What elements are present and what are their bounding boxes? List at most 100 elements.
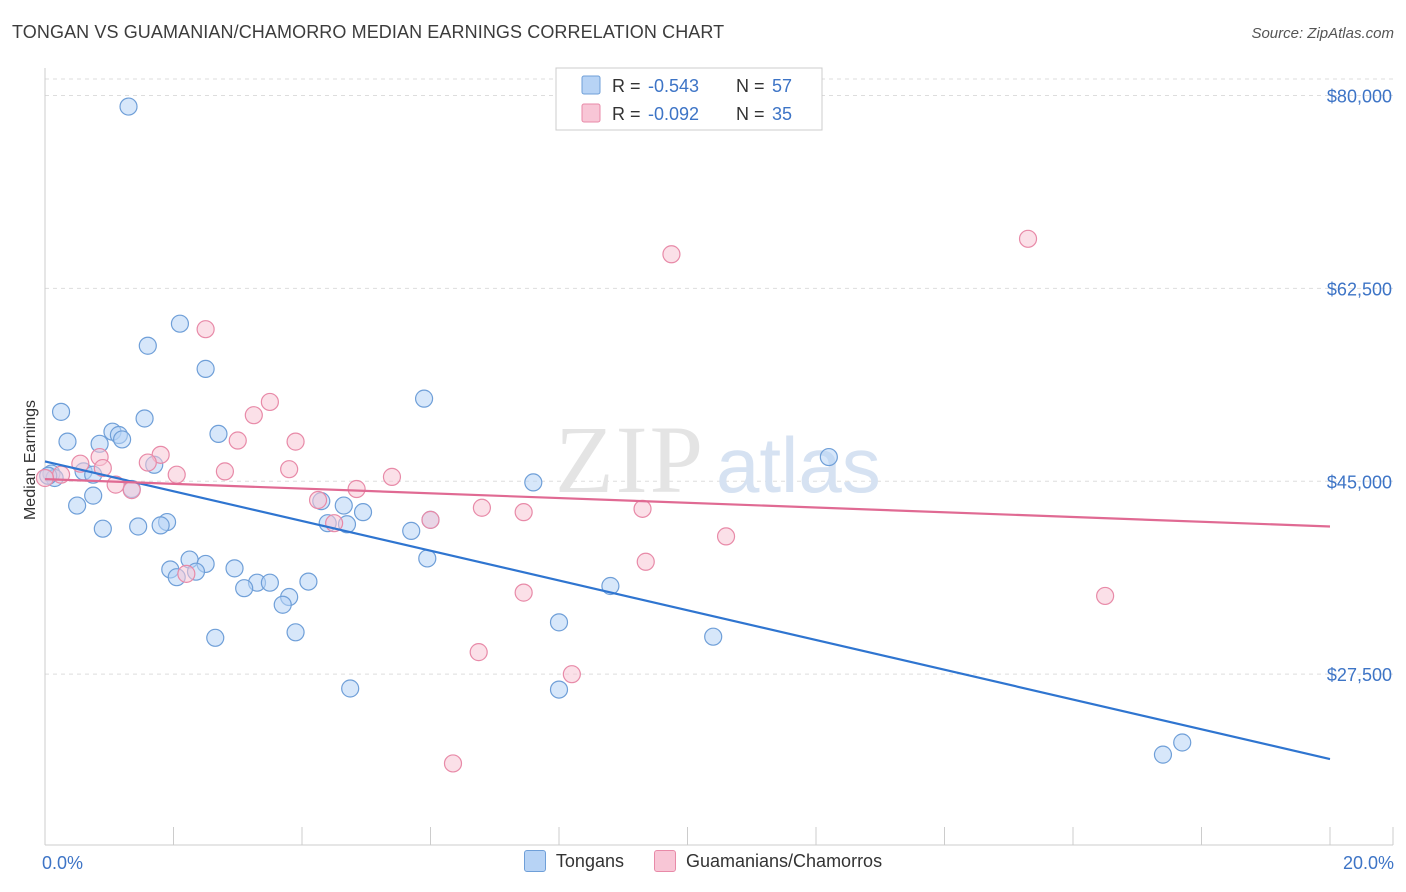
stats-r-value-tongans: -0.543 [648,76,699,96]
tongan-point [51,402,71,421]
guamanian-point [215,462,234,481]
guamanian-point [167,465,186,484]
tongan-point [819,447,838,467]
tongan-point [170,314,190,333]
guamanian-point [514,503,533,522]
legend-label-guamanians: Guamanians/Chamorros [685,850,883,871]
legend-label-tongans: Tongans [555,850,624,871]
y-axis-label: Median Earnings [22,400,39,520]
x-tick-label-max: 20.0% [1343,853,1394,873]
tongan-point [93,519,112,538]
y-tick-label: $27,500 [1327,665,1392,685]
trend-layer [44,460,1331,761]
tongan-point [129,517,148,536]
guamanian-point [636,552,655,571]
guamanian-point [347,479,366,499]
stats-swatch-tongans [581,75,601,95]
stats-n-label-guamanians: N = [736,104,765,124]
guamanian-point [469,643,488,662]
y-tick-label: $45,000 [1327,472,1392,492]
series-legend: Tongans Guamanians/Chamorros [0,850,1406,872]
tongan-point [273,595,292,614]
guamanian-point [308,490,328,510]
tongan-point [112,430,132,449]
guamanian-point [244,406,263,425]
guamanian-point [662,245,681,264]
tongan-point [549,613,569,632]
guamanian-point [35,468,55,488]
guamanian-point [93,458,112,478]
guamanian-point [106,475,125,494]
watermark: ZIP atlas [555,406,881,513]
tongan-point [601,576,620,596]
tongan-point [353,503,373,522]
tongan-point [524,473,543,492]
tongan-point [1173,733,1192,752]
tongan-point [418,549,437,568]
guamanian-point [562,665,581,684]
tongan-point [68,496,87,515]
tongan-point [151,516,170,535]
tongan-point [119,97,138,116]
guamanian-point [280,460,299,479]
watermark-atlas: atlas [716,421,881,509]
tongan-point [549,680,569,699]
legend-swatch-tongans [523,850,546,872]
tongan-trend-line [44,460,1331,761]
guamanian-point [1018,229,1038,248]
guamanian-point [260,392,279,412]
tongan-point [286,623,305,642]
tongan-point [209,424,228,444]
chart-title: TONGAN VS GUAMANIAN/CHAMORRO MEDIAN EARN… [12,22,725,42]
stats-r-label-guamanians: R = [612,104,641,124]
tongan-point [299,572,318,591]
ylabel-group: Median Earnings [22,400,39,520]
guamanian-point [421,510,440,529]
guamanian-point [228,431,247,450]
stats-r-value-guamanians: -0.092 [648,104,699,124]
guamanian-point [286,432,305,451]
stats-r-label-tongans: R = [612,76,641,96]
tongan-point [1153,745,1173,764]
guamanian-point [177,564,196,583]
stats-legend: R = -0.543 N = 57 R = -0.092 N = 35 [555,67,823,131]
stats-n-label-tongans: N = [736,76,765,96]
legend-swatch-guamanians [653,850,676,872]
guamanian-trend-line [44,477,1331,528]
source-label: Source: ZipAtlas.com [1251,25,1394,42]
guamanian-point [443,754,463,773]
guamanian-point [716,527,736,546]
tongan-point [84,486,103,505]
guamanian-point [382,467,402,486]
tongan-point [704,627,723,646]
tongan-point [402,521,421,540]
y-tick-label: $62,500 [1327,279,1392,299]
axes-layer: $80,000 $62,500 $45,000 $27,500 0.0% 20.0% [42,68,1394,873]
y-tick-label: $80,000 [1327,87,1392,107]
tongan-point [341,679,360,698]
tongan-point [135,409,154,428]
tongan-point [260,573,279,592]
legend-item-tongans[interactable]: Tongans [523,850,624,872]
guamanian-point [196,320,215,339]
tongan-point [196,359,215,378]
guamanian-point [1096,586,1115,606]
tongan-point [58,432,77,451]
tongan-point [206,628,225,647]
guamanian-point [633,499,652,518]
tongan-point [138,336,157,355]
tongan-point [414,389,434,408]
stats-swatch-guamanians [581,103,601,123]
legend-item-guamanians[interactable]: Guamanians/Chamorros [653,850,883,872]
stats-n-value-guamanians: 35 [772,104,792,124]
tongan-point [225,559,244,578]
x-tick-label-min: 0.0% [42,853,83,873]
watermark-zip: ZIP [555,406,705,513]
tongan-point [334,496,353,515]
tongan-point [235,579,254,598]
guamanian-point [138,453,157,472]
guamanian-point [514,583,533,602]
guamanian-point [122,481,141,500]
guamanian-point [472,498,491,517]
